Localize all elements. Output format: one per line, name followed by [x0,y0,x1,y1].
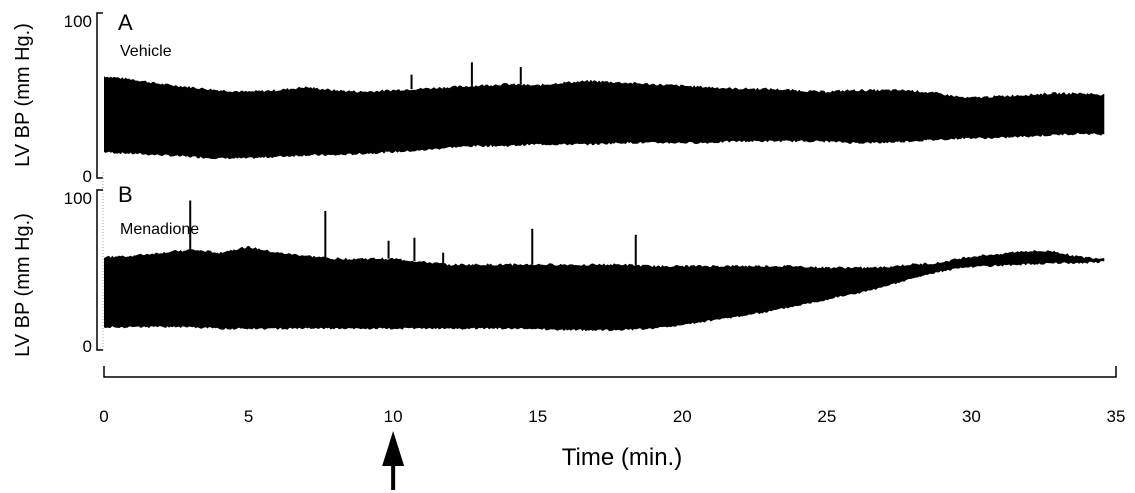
panel-b-ytick-100: 100 [64,189,92,208]
x-tick-0: 0 [99,407,108,426]
panel-b-subtitle: Menadione [120,221,199,238]
panel-b: 100 0 LV BP (mm Hg.) B Menadione [12,182,1105,357]
x-axis-label: Time (min.) [562,444,682,471]
x-tick-10: 10 [384,407,403,426]
x-axis: 0 5 10 15 20 25 30 35 Time (min.) [99,366,1125,471]
panel-a-spikes [410,62,522,90]
x-tick-15: 15 [528,407,547,426]
panel-a-y-axis [96,12,103,179]
panel-a-ylabel: LV BP (mm Hg.) [12,23,34,167]
panel-b-spikes [189,200,637,266]
x-tick-35: 35 [1107,407,1126,426]
panel-a-ytick-0: 0 [83,167,92,186]
x-axis-line [103,366,1117,378]
panel-b-ylabel: LV BP (mm Hg.) [12,213,34,357]
panel-b-ytick-0: 0 [83,337,92,356]
panel-b-letter: B [118,182,133,207]
panel-b-pressure-trace [104,245,1105,332]
panel-a-subtitle: Vehicle [120,43,172,60]
panel-a-pressure-trace [104,76,1105,160]
x-tick-25: 25 [817,407,836,426]
x-tick-5: 5 [244,407,253,426]
panel-a-letter: A [118,10,133,35]
panel-a: 100 0 LV BP (mm Hg.) A Vehicle [12,10,1105,186]
panel-b-y-axis [96,189,103,351]
x-tick-labels: 0 5 10 15 20 25 30 35 [99,407,1125,426]
arrow-head [382,431,405,466]
panel-a-ytick-100: 100 [64,12,92,31]
x-tick-20: 20 [673,407,692,426]
x-tick-30: 30 [962,407,981,426]
treatment-arrow-icon [382,431,405,490]
